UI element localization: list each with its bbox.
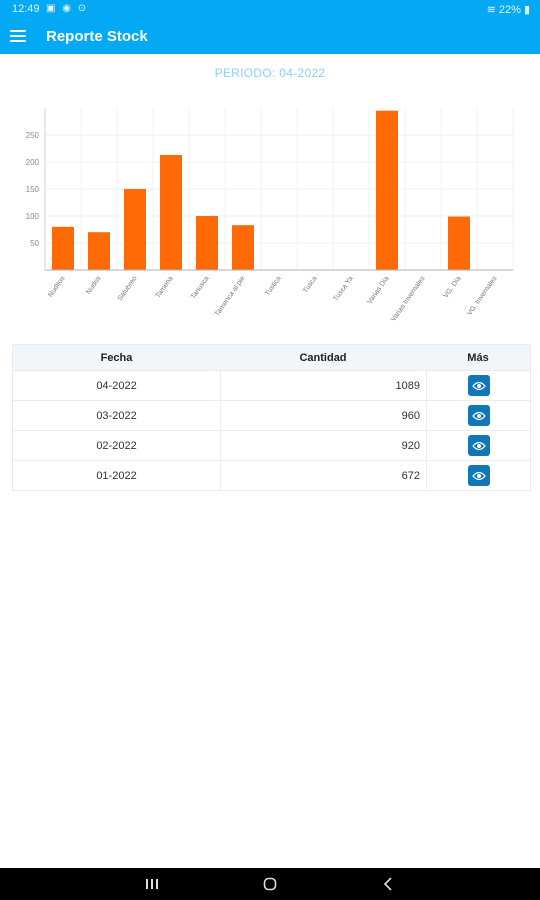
bar — [196, 216, 218, 270]
x-tick-label: Nuditos — [47, 275, 67, 299]
x-tick-label: Tamena — [155, 275, 175, 300]
x-tick-label: Tanusca — [190, 275, 211, 300]
cell-fecha: 03-2022 — [13, 401, 221, 430]
bar — [448, 216, 470, 270]
recent-apps-icon[interactable] — [140, 874, 164, 894]
table-row: 02-2022 920 — [13, 431, 530, 461]
battery-level: 22% — [498, 4, 521, 16]
x-tick-label: Varias Invernales — [390, 275, 427, 323]
bar — [376, 110, 398, 270]
status-time: 12:49 — [12, 3, 40, 15]
app-bar: Reporte Stock — [0, 18, 540, 54]
x-tick-label: Tusca — [302, 275, 319, 295]
table-row: 01-2022 672 — [13, 461, 530, 490]
bar — [88, 232, 110, 270]
eye-icon — [471, 411, 486, 420]
view-details-button[interactable] — [467, 465, 490, 486]
view-details-button[interactable] — [467, 435, 490, 456]
cell-cantidad: 672 — [221, 461, 427, 490]
bar — [124, 189, 146, 270]
status-bar: 12:49 ▣ ◉ ⊙ ≋ 22% ▮ — [0, 0, 540, 18]
x-tick-label: VG. Día — [443, 275, 463, 299]
view-details-button[interactable] — [467, 375, 490, 396]
table-row: 03-2022 960 — [13, 401, 530, 431]
x-tick-label: Tusca Ya — [332, 275, 354, 303]
battery-status: ≋ 22% ▮ — [487, 3, 530, 16]
cell-fecha: 01-2022 — [13, 461, 221, 490]
cell-cantidad: 960 — [221, 401, 427, 430]
table-header: Fecha Cantidad Más — [13, 345, 530, 371]
cell-fecha: 04-2022 — [13, 371, 221, 400]
x-tick-label: Tustica — [264, 275, 283, 297]
eye-icon — [471, 441, 486, 450]
stock-bar-chart: 50 100 150 200 250 Nuditos Nudos Salubreo Tamen… — [26, 108, 514, 323]
y-tick-label: 100 — [26, 212, 40, 221]
y-tick-label: 200 — [26, 158, 40, 167]
bar — [52, 226, 74, 270]
system-nav-bar — [0, 868, 540, 900]
x-tick-label: VG. Invernales — [466, 275, 499, 317]
cell-fecha: 02-2022 — [13, 431, 221, 460]
x-tick-label: Nudos — [85, 275, 103, 296]
table-row: 04-2022 1089 — [13, 371, 530, 401]
cell-cantidad: 920 — [221, 431, 427, 460]
eye-icon — [471, 471, 486, 480]
period-label: PERIODO: 04-2022 — [214, 66, 326, 80]
wifi-icon: ≋ — [486, 4, 496, 16]
bar — [232, 225, 254, 270]
eye-icon — [471, 381, 486, 390]
page-title: Reporte Stock — [46, 28, 148, 45]
battery-icon: ▮ — [523, 4, 530, 16]
notification-icons: ▣ ◉ ⊙ — [46, 3, 89, 14]
y-tick-label: 50 — [30, 239, 39, 248]
back-icon[interactable] — [376, 874, 400, 894]
home-icon[interactable] — [258, 874, 282, 894]
header-fecha: Fecha — [100, 351, 133, 364]
bar — [160, 154, 182, 270]
y-tick-label: 250 — [26, 131, 40, 140]
x-tick-label: Tamenca al pie — [214, 275, 247, 318]
x-tick-label: Salubreo — [117, 275, 139, 302]
x-tick-label: Varias Día — [366, 275, 390, 305]
view-details-button[interactable] — [467, 405, 490, 426]
y-tick-label: 150 — [26, 185, 40, 194]
header-mas: Más — [467, 351, 489, 364]
header-cantidad: Cantidad — [299, 351, 347, 364]
hamburger-menu-icon[interactable] — [10, 27, 26, 45]
cell-cantidad: 1089 — [221, 371, 427, 400]
stock-table: Fecha Cantidad Más 04-2022 1089 03-2022 … — [12, 344, 531, 491]
